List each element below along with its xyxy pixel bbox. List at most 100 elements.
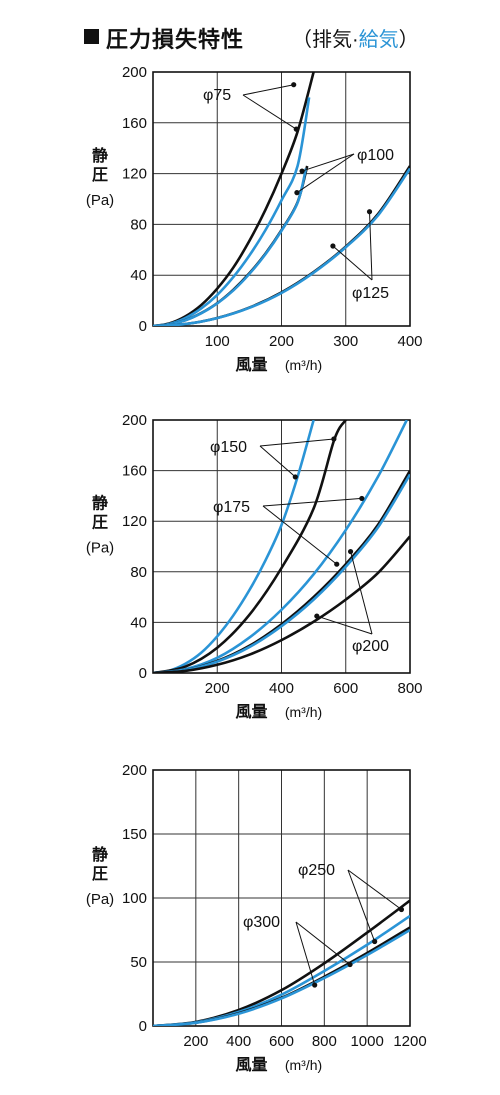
title-square-icon — [84, 29, 99, 44]
annotation-label: φ300 — [243, 914, 280, 931]
x-tick-label: 600 — [269, 1033, 294, 1050]
x-tick-label: 400 — [397, 333, 422, 350]
leader-line — [316, 615, 373, 635]
data-point — [347, 961, 353, 968]
data-point — [330, 243, 336, 249]
series-line-black — [153, 535, 410, 673]
series-line-blue — [153, 928, 410, 1026]
series-line-blue — [153, 420, 408, 673]
annotation-label: φ150 — [210, 439, 247, 456]
data-point — [294, 190, 300, 196]
data-point — [347, 548, 354, 555]
page-subtitle: （排気·給気） — [292, 23, 419, 52]
y-axis-label-char: 静 — [92, 146, 108, 165]
leader-line — [259, 438, 334, 447]
series-line-blue — [153, 167, 410, 326]
data-point — [291, 82, 297, 88]
x-tick-label: 400 — [269, 680, 294, 697]
y-tick-label: 160 — [122, 115, 147, 132]
subtitle-supply: 給気 — [358, 29, 399, 51]
data-point — [372, 938, 378, 945]
leader-line — [242, 84, 294, 96]
x-tick-label: 300 — [333, 333, 358, 350]
y-tick-label: 120 — [122, 513, 147, 530]
x-axis-label: 風量 — [235, 355, 267, 374]
data-point — [366, 209, 373, 215]
header: 圧力損失特性 （排気·給気） — [0, 0, 500, 60]
data-point — [398, 906, 405, 913]
data-point — [312, 982, 318, 988]
plot-frame — [152, 769, 411, 1027]
y-tick-label: 100 — [122, 890, 147, 907]
y-tick-label: 200 — [122, 412, 147, 429]
leader-line — [347, 869, 376, 942]
x-tick-label: 600 — [333, 680, 358, 697]
y-axis-label-char: 静 — [92, 494, 108, 513]
y-tick-label: 80 — [130, 564, 147, 581]
series-line-blue — [153, 97, 311, 326]
page-title: 圧力損失特性 — [106, 27, 245, 52]
leader-line — [332, 245, 373, 281]
y-tick-label: 150 — [122, 826, 147, 843]
leader-line — [301, 153, 355, 172]
x-tick-label: 800 — [312, 1033, 337, 1050]
plot-frame — [152, 71, 411, 327]
leader-line — [262, 505, 338, 565]
series-line-blue — [153, 168, 308, 326]
subtitle-open: （排気· — [292, 29, 359, 51]
annotation-label: φ75 — [203, 87, 231, 104]
y-tick-label: 120 — [122, 166, 147, 183]
data-point — [292, 474, 298, 480]
series-line-black — [153, 420, 347, 673]
x-tick-label: 200 — [269, 333, 294, 350]
x-axis-unit: (m³/h) — [285, 357, 322, 373]
series-line-black — [153, 165, 309, 326]
y-axis-label-char: 圧 — [92, 864, 108, 883]
data-point — [299, 168, 305, 174]
data-point — [334, 561, 340, 567]
x-tick-label: 200 — [205, 680, 230, 697]
x-tick-label: 100 — [205, 333, 230, 350]
y-tick-label: 40 — [130, 614, 147, 631]
x-axis-label: 風量 — [235, 702, 267, 721]
x-axis-unit: (m³/h) — [285, 704, 322, 720]
series-line-blue — [153, 420, 315, 673]
x-tick-label: 200 — [183, 1033, 208, 1050]
y-tick-label: 40 — [130, 267, 147, 284]
data-point — [331, 436, 337, 442]
leader-line — [369, 211, 373, 281]
leader-line — [295, 921, 316, 986]
x-tick-label: 400 — [226, 1033, 251, 1050]
y-tick-label: 0 — [139, 1018, 147, 1035]
x-tick-label: 800 — [397, 680, 422, 697]
y-tick-label: 0 — [139, 665, 147, 682]
annotation-label: φ125 — [352, 285, 389, 302]
y-tick-label: 200 — [122, 762, 147, 779]
data-point — [359, 495, 365, 502]
chart-1: 0 40 80 120 160 200 100 200 300 400 静圧 (Pa) 風量 (m³/h)… — [86, 64, 423, 374]
y-tick-label: 0 — [139, 318, 147, 335]
y-tick-label: 50 — [130, 954, 147, 971]
leader-line — [259, 445, 296, 478]
x-axis-unit: (m³/h) — [285, 1057, 322, 1073]
leader-line — [295, 921, 351, 965]
annotation-label: φ100 — [357, 147, 394, 164]
leader-line — [296, 153, 355, 194]
y-axis-label-char: 圧 — [92, 513, 108, 532]
y-axis-unit: (Pa) — [86, 540, 114, 557]
annotation-label: φ200 — [352, 638, 389, 655]
y-tick-label: 200 — [122, 64, 147, 81]
leader-line — [350, 551, 373, 635]
y-axis-label-char: 静 — [92, 845, 108, 864]
annotation-label: φ250 — [298, 862, 335, 879]
chart-2: 0 40 80 120 160 200 200 400 600 800 静圧 (Pa) 風量 (m³/h)… — [86, 412, 423, 721]
y-axis-label-char: 圧 — [92, 165, 108, 184]
y-tick-label: 160 — [122, 463, 147, 480]
data-point — [293, 126, 299, 132]
x-tick-label: 1200 — [393, 1033, 426, 1050]
subtitle-close: ） — [398, 29, 419, 51]
annotation-label: φ175 — [213, 499, 250, 516]
x-tick-label: 1000 — [350, 1033, 383, 1050]
y-axis-unit: (Pa) — [86, 891, 114, 908]
leader-line — [242, 94, 297, 130]
